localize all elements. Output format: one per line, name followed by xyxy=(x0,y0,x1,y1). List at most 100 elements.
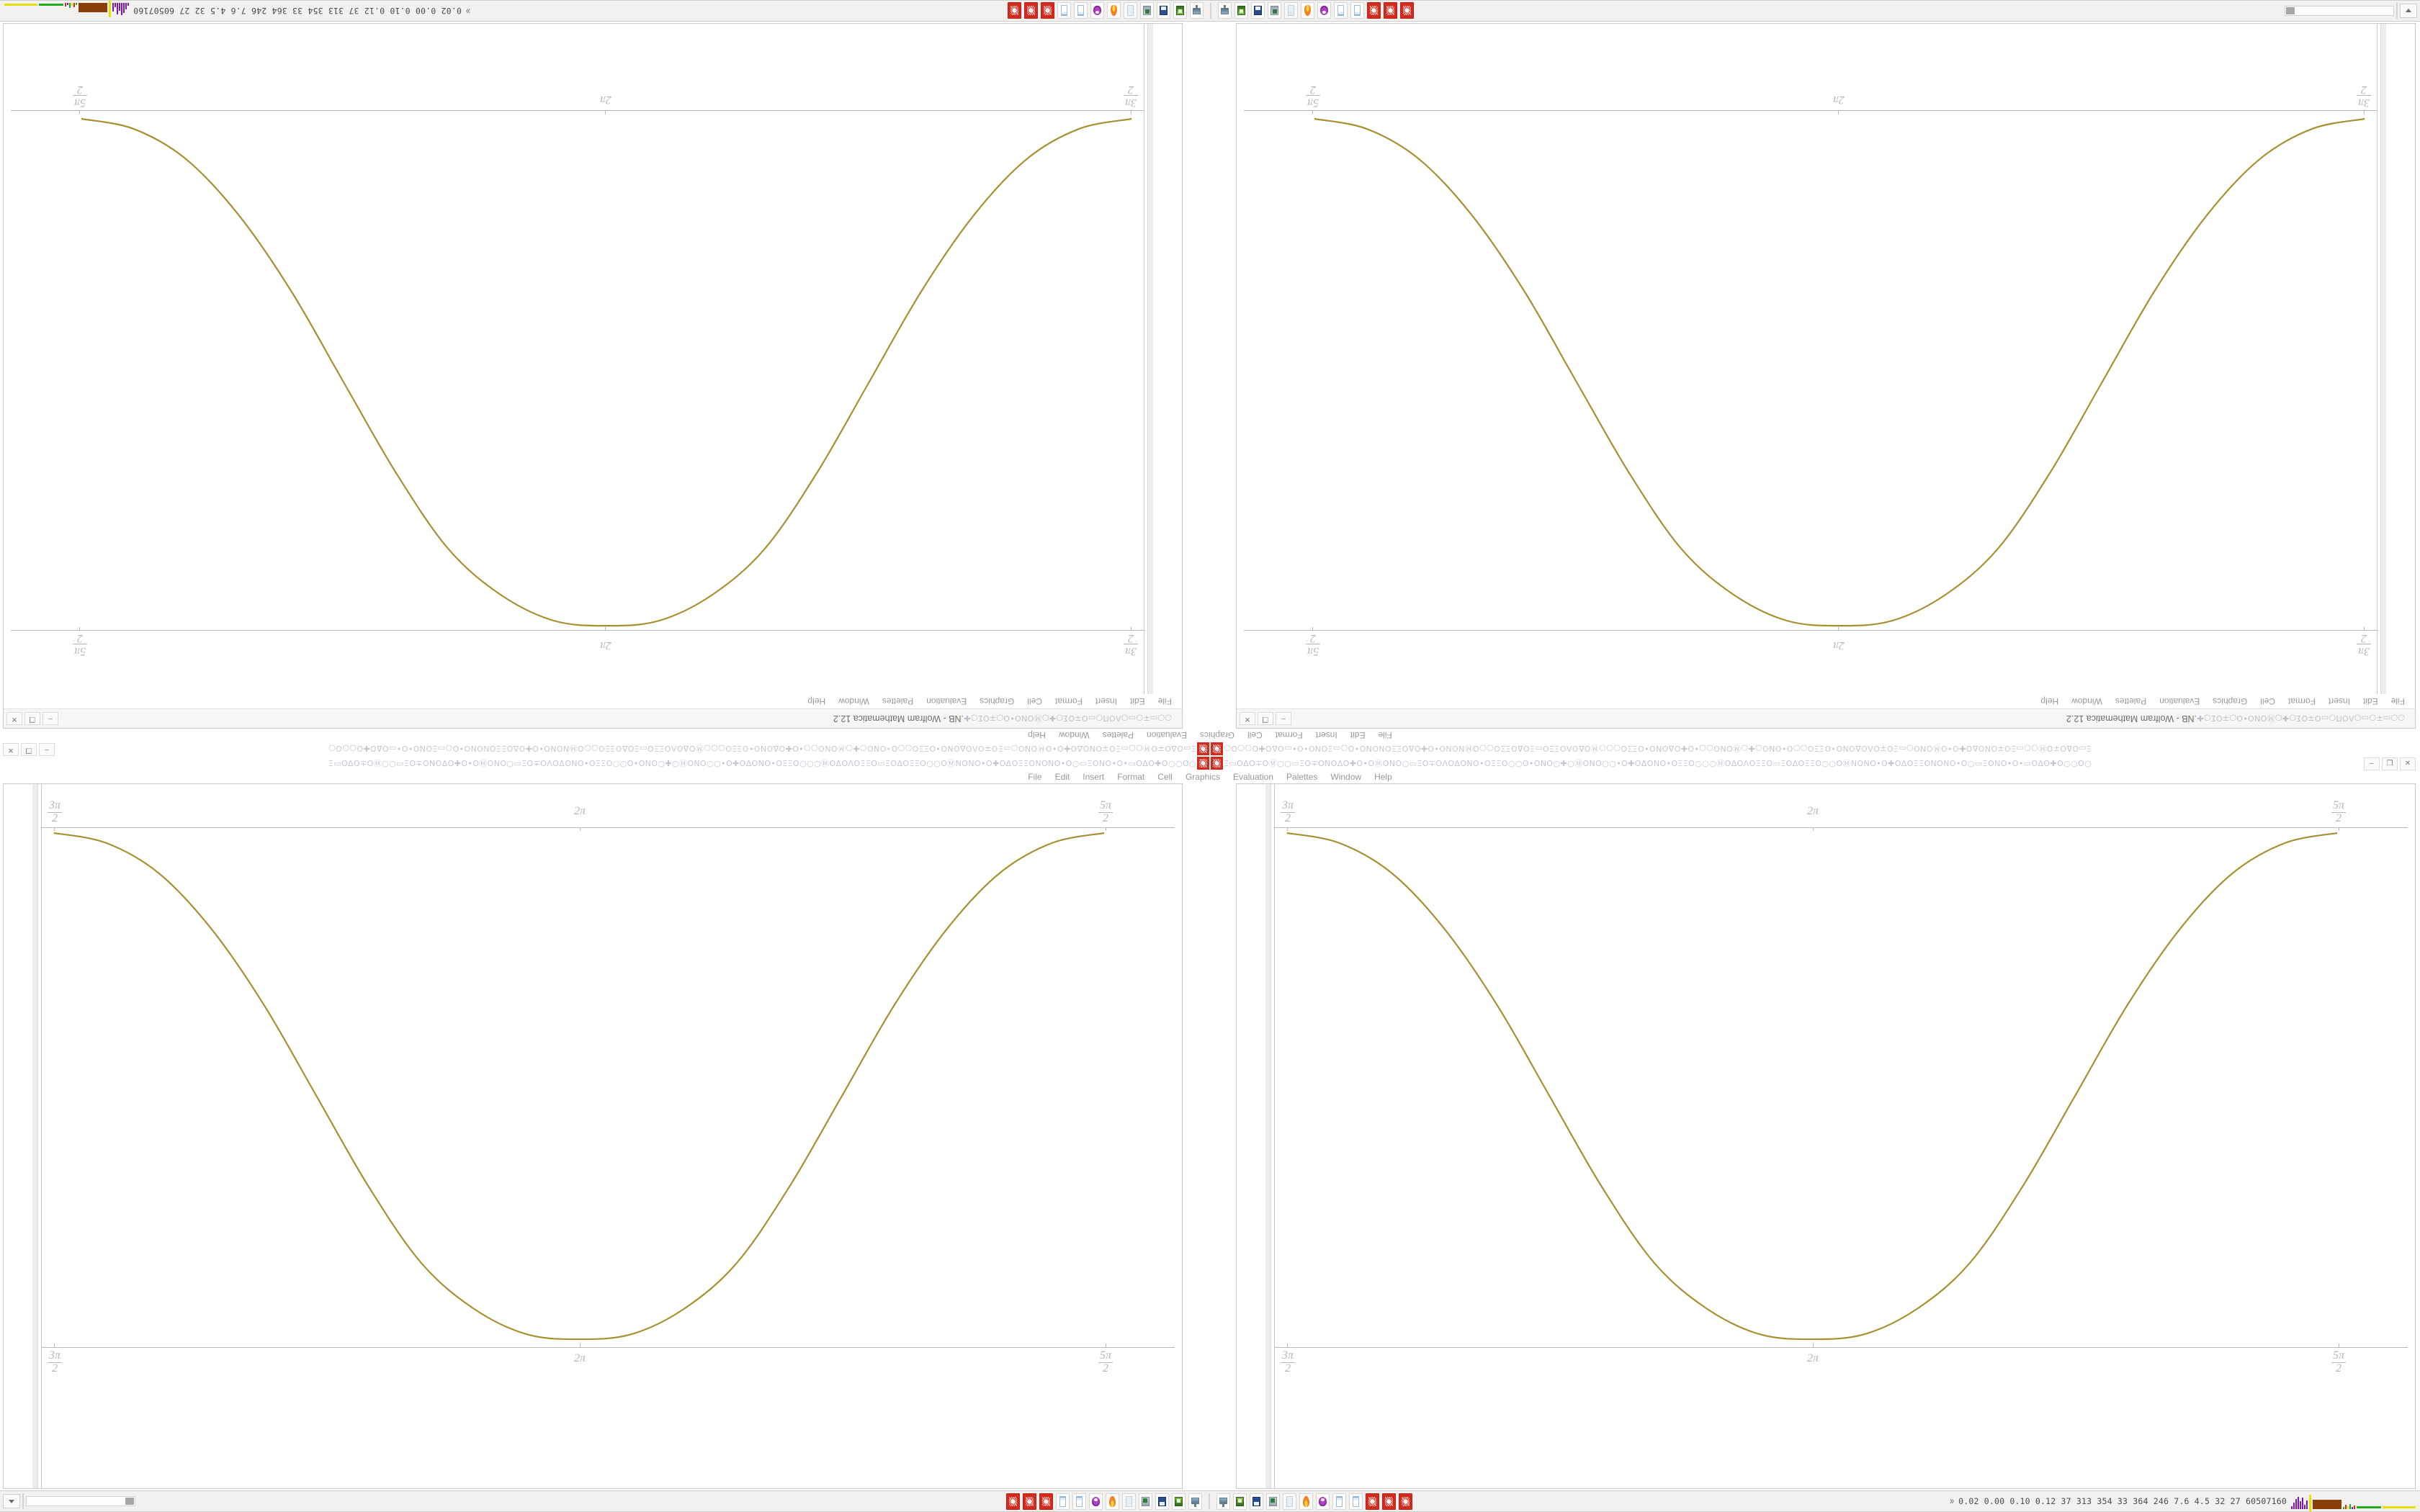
taskbar-top-apps[interactable] xyxy=(314,2,2107,19)
notebook-window-top-left[interactable]: ○○▭∓○▭○ΛΟΠ○▭Ο∓ΟΣ○✚○ⓂΟΝΟ•Ο○∓ΟΣ○✚.NB - Wol… xyxy=(3,23,1183,729)
menu-item-window[interactable]: Window xyxy=(1058,730,1090,740)
monitor-icon[interactable] xyxy=(1218,2,1232,19)
notebook-window-bottom-right[interactable]: 3π 2 2π 5π 2 3π 2 2π 5π 2 xyxy=(1236,783,2416,1489)
menu-item-window[interactable]: Window xyxy=(838,696,869,706)
taskbar-top[interactable]: » 0.02 0.00 0.10 0.12 37 313 354 33 364 … xyxy=(0,0,2420,22)
menu-item-edit[interactable]: Edit xyxy=(2362,696,2378,706)
notepad-icon[interactable] xyxy=(1122,1493,1136,1510)
taskbar-top-stats[interactable]: » 0.02 0.00 0.10 0.12 37 313 354 33 364 … xyxy=(0,3,470,19)
window-titlebar[interactable]: ○○▭∓○▭○ΛΟΠ○▭Ο∓ΟΣ○✚○ⓂΟΝΟ•Ο○∓ΟΣ○✚.NB - Wol… xyxy=(1237,708,2415,728)
calculator-icon[interactable] xyxy=(1334,2,1348,19)
menu-item-help[interactable]: Help xyxy=(1028,730,1046,740)
calculator-icon[interactable] xyxy=(1074,2,1088,19)
maximize-button[interactable]: ❐ xyxy=(24,712,40,725)
disk-icon[interactable] xyxy=(1155,1493,1169,1510)
expand-tray-icon[interactable]: » xyxy=(465,5,471,17)
menu-item-evaluation[interactable]: Evaluation xyxy=(1232,772,1274,782)
calculator-icon[interactable] xyxy=(1350,2,1364,19)
menu-item-palettes[interactable]: Palettes xyxy=(882,696,914,706)
notebook-canvas[interactable]: 3π 2 2π 5π 2 3π 2 2π 5π 2 xyxy=(1237,24,2415,694)
menu-item-cell[interactable]: Cell xyxy=(1157,772,1173,782)
monitor-green-icon[interactable] xyxy=(1172,1493,1186,1510)
taskbar-bottom-stats[interactable]: » 0.02 0.00 0.10 0.12 37 313 354 33 364 … xyxy=(1950,1493,2420,1511)
notebook-canvas[interactable]: 3π 2 2π 5π 2 3π 2 2π 5π 2 xyxy=(1237,784,2415,1488)
gear-red-icon[interactable] xyxy=(1399,1493,1412,1510)
menu-item-graphics[interactable]: Graphics xyxy=(1185,772,1220,782)
taskbar-top-tray[interactable] xyxy=(2107,3,2420,19)
notebook-window-top-right[interactable]: ○○▭∓○▭○ΛΟΠ○▭Ο∓ΟΣ○✚○ⓂΟΝΟ•Ο○∓ΟΣ○✚.NB - Wol… xyxy=(1236,23,2416,729)
calculator-icon[interactable] xyxy=(1057,2,1071,19)
minimize-button[interactable]: – xyxy=(39,743,55,756)
disk-icon[interactable] xyxy=(1251,2,1265,19)
terminal-icon[interactable] xyxy=(1266,1493,1280,1510)
monitor-icon[interactable] xyxy=(1190,2,1204,19)
gear-red-icon[interactable] xyxy=(1023,1493,1036,1510)
gear-red-icon[interactable] xyxy=(1382,1493,1396,1510)
gear-red-icon[interactable] xyxy=(1008,2,1021,19)
maximize-button[interactable]: ❐ xyxy=(21,743,37,756)
menu-item-graphics[interactable]: Graphics xyxy=(2213,696,2248,706)
notebook-canvas[interactable]: 3π 2 2π 5π 2 3π 2 2π 5π 2 xyxy=(4,24,1182,694)
menu-item-insert[interactable]: Insert xyxy=(1095,696,1117,706)
expand-tray-icon[interactable]: » xyxy=(1949,1495,1955,1507)
menu-item-file[interactable]: File xyxy=(2390,696,2405,706)
close-button[interactable]: ✕ xyxy=(2400,757,2416,770)
menu-item-insert[interactable]: Insert xyxy=(1315,730,1337,740)
chevron-down-icon[interactable] xyxy=(2400,4,2417,18)
chevron-down-icon[interactable] xyxy=(3,1494,20,1508)
menu-item-evaluation[interactable]: Evaluation xyxy=(1146,730,1188,740)
close-button[interactable]: ✕ xyxy=(1240,712,1255,725)
menu-item-palettes[interactable]: Palettes xyxy=(2115,696,2147,706)
disk-icon[interactable] xyxy=(1157,2,1170,19)
gear-red-icon[interactable] xyxy=(1211,757,1223,770)
menu-item-format[interactable]: Format xyxy=(1054,696,1083,706)
gear-red-icon[interactable] xyxy=(1197,742,1209,755)
menu-item-evaluation[interactable]: Evaluation xyxy=(2159,696,2200,706)
menu-item-graphics[interactable]: Graphics xyxy=(980,696,1015,706)
gimp-icon[interactable] xyxy=(1317,2,1331,19)
gear-red-icon[interactable] xyxy=(1039,1493,1053,1510)
menu-item-file[interactable]: File xyxy=(1378,730,1392,740)
minimize-button[interactable]: – xyxy=(1276,712,1291,725)
firefox-icon[interactable] xyxy=(1107,2,1121,19)
taskbar-bottom[interactable]: » 0.02 0.00 0.10 0.12 37 313 354 33 364 … xyxy=(0,1490,2420,1512)
window-controls-right[interactable]: – ❐ ✕ xyxy=(2362,757,2416,770)
window-controls-left-mirrored[interactable]: – ❐ ✕ xyxy=(3,743,57,756)
firefox-icon[interactable] xyxy=(1106,1493,1119,1510)
gimp-icon[interactable] xyxy=(1316,1493,1330,1510)
gear-red-icon[interactable] xyxy=(1024,2,1038,19)
minimize-button[interactable]: – xyxy=(42,712,58,725)
menu-item-format[interactable]: Format xyxy=(2287,696,2316,706)
menu-item-cell[interactable]: Cell xyxy=(1027,696,1042,706)
taskbar-bottom-apps[interactable] xyxy=(313,1493,2106,1510)
menubar-center[interactable]: File Edit Insert Format Cell Graphics Ev… xyxy=(0,770,2420,783)
menu-item-file[interactable]: File xyxy=(1028,772,1042,782)
menu-item-edit[interactable]: Edit xyxy=(1054,772,1070,782)
plot-top-right[interactable]: 3π 2 2π 5π 2 3π 2 2π 5π 2 xyxy=(1237,24,2415,694)
menu-item-window[interactable]: Window xyxy=(2071,696,2102,706)
menu-item-help[interactable]: Help xyxy=(1374,772,1392,782)
monitor-icon[interactable] xyxy=(1188,1493,1202,1510)
window-titlebar[interactable]: ○○▭∓○▭○ΛΟΠ○▭Ο∓ΟΣ○✚○ⓂΟΝΟ•Ο○∓ΟΣ○✚.NB - Wol… xyxy=(4,708,1182,728)
gear-red-icon[interactable] xyxy=(1197,757,1209,770)
plot-bottom-right[interactable]: 3π 2 2π 5π 2 3π 2 2π 5π 2 xyxy=(1237,784,2415,1488)
terminal-icon[interactable] xyxy=(1268,2,1281,19)
gimp-icon[interactable] xyxy=(1090,2,1104,19)
menu-item-window[interactable]: Window xyxy=(1330,772,1362,782)
menu-item-format[interactable]: Format xyxy=(1117,772,1145,782)
gear-red-icon[interactable] xyxy=(1367,2,1381,19)
gear-red-icon[interactable] xyxy=(1400,2,1414,19)
close-button[interactable]: ✕ xyxy=(3,743,19,756)
menu-item-evaluation[interactable]: Evaluation xyxy=(926,696,967,706)
menu-item-file[interactable]: File xyxy=(1157,696,1172,706)
menu-item-palettes[interactable]: Palettes xyxy=(1102,730,1134,740)
menubar[interactable]: File Edit Insert Format Cell Graphics Ev… xyxy=(1237,694,2415,708)
notepad-icon[interactable] xyxy=(1124,2,1137,19)
menu-item-insert[interactable]: Insert xyxy=(1083,772,1105,782)
gear-red-icon[interactable] xyxy=(1211,742,1223,755)
maximize-button[interactable]: ❐ xyxy=(2382,757,2398,770)
scrollbar[interactable] xyxy=(2285,6,2394,16)
gimp-icon[interactable] xyxy=(1089,1493,1103,1510)
gear-red-icon[interactable] xyxy=(1384,2,1397,19)
menu-item-insert[interactable]: Insert xyxy=(2328,696,2350,706)
